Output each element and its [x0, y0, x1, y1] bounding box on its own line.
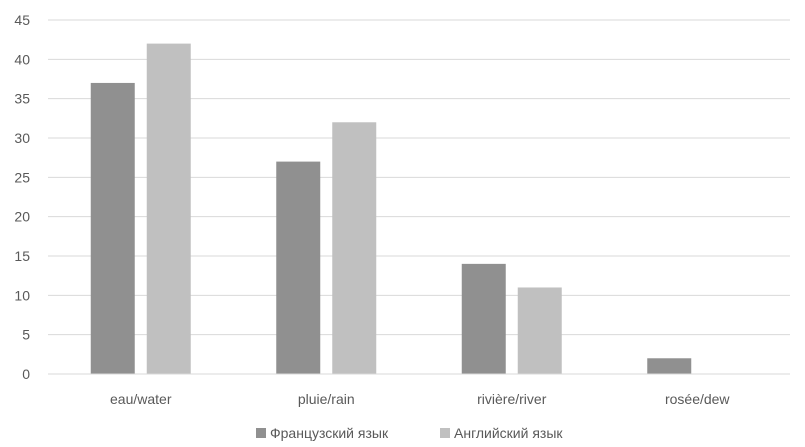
legend-label: Французский язык — [270, 425, 389, 441]
y-tick-label: 25 — [14, 169, 30, 185]
y-tick-label: 45 — [14, 12, 30, 28]
legend-label: Английский язык — [454, 425, 563, 441]
x-category-label: rosée/dew — [665, 391, 730, 407]
y-tick-label: 20 — [14, 209, 30, 225]
y-tick-label: 35 — [14, 91, 30, 107]
y-tick-label: 10 — [14, 287, 30, 303]
y-tick-label: 15 — [14, 248, 30, 264]
legend-swatch — [440, 428, 450, 438]
bar-english-0 — [146, 43, 191, 374]
bar-french-2 — [461, 263, 506, 374]
legend-swatch — [256, 428, 266, 438]
bar-english-2 — [517, 287, 562, 374]
bar-french-3 — [647, 358, 692, 374]
y-tick-label: 30 — [14, 130, 30, 146]
x-category-label: rivière/river — [477, 391, 547, 407]
y-tick-label: 0 — [22, 366, 30, 382]
y-tick-label: 5 — [22, 327, 30, 343]
bar-french-1 — [276, 161, 321, 374]
x-category-label: pluie/rain — [298, 391, 355, 407]
x-category-label: eau/water — [110, 391, 172, 407]
x-axis-category-labels: eau/water pluie/rain rivière/river rosée/de… — [110, 391, 730, 407]
bar-english-1 — [332, 122, 377, 375]
legend: Французский язык Английский язык — [256, 425, 563, 441]
bar-french-0 — [90, 82, 135, 374]
y-axis-tick-labels: 0 5 10 15 20 25 30 35 40 45 — [14, 12, 30, 382]
y-tick-label: 40 — [14, 51, 30, 67]
bars — [90, 43, 692, 375]
